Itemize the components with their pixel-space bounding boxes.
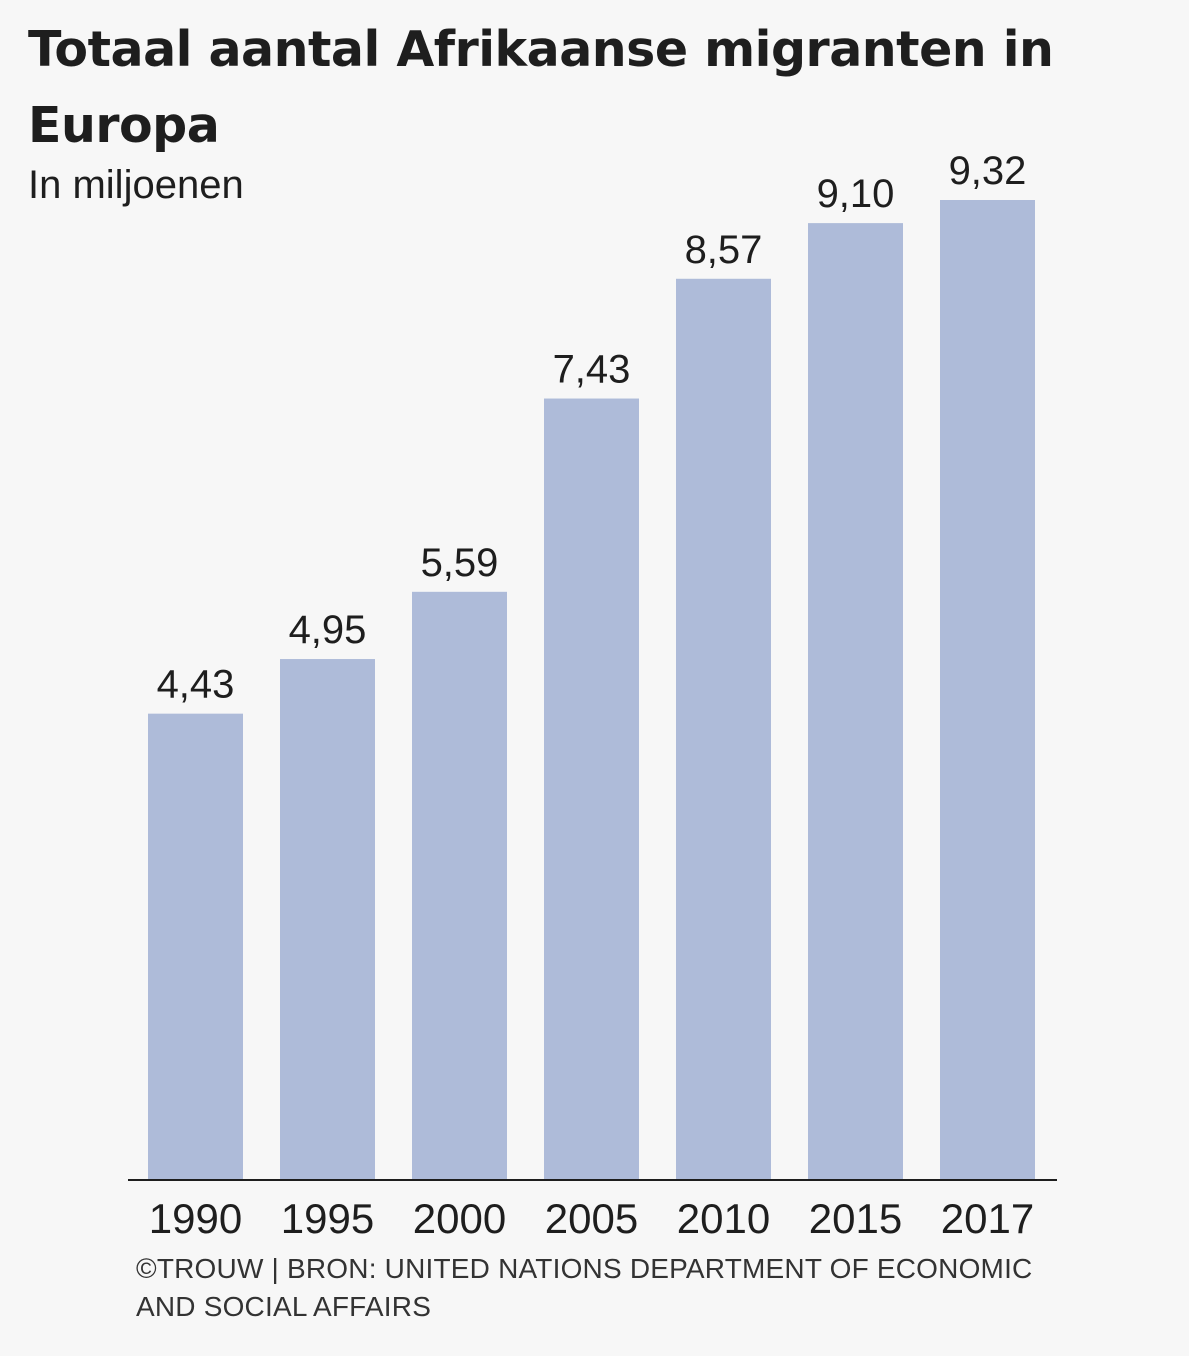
x-tick-label-2010: 2010 [677, 1195, 770, 1242]
bar-2005 [544, 398, 639, 1179]
bars-group [148, 200, 1035, 1179]
value-label-2010: 8,57 [685, 228, 763, 272]
bar-2000 [412, 591, 507, 1179]
x-tick-label-1995: 1995 [281, 1195, 374, 1242]
x-tick-label-2015: 2015 [809, 1195, 902, 1242]
chart-subtitle: In miljoenen [28, 163, 244, 207]
bar-2015 [808, 223, 903, 1179]
value-label-1990: 4,43 [157, 663, 235, 707]
bar-1995 [280, 659, 375, 1179]
value-label-2015: 9,10 [817, 172, 895, 216]
value-label-2000: 5,59 [421, 541, 499, 585]
x-tick-label-1990: 1990 [149, 1195, 242, 1242]
x-tick-label-2017: 2017 [941, 1195, 1034, 1242]
x-tick-label-2000: 2000 [413, 1195, 506, 1242]
x-tick-label-2005: 2005 [545, 1195, 638, 1242]
value-labels-group: 4,43 4,95 5,59 7,43 8,57 9,10 9,32 [157, 149, 1027, 707]
source-credit: ©TROUW | BRON: UNITED NATIONS DEPARTMENT… [136, 1253, 1033, 1322]
value-label-1995: 4,95 [289, 608, 367, 652]
bar-2017 [940, 200, 1035, 1179]
chart-title: Totaal aantal Afrikaanse migranten in Eu… [28, 21, 1054, 154]
value-label-2017: 9,32 [949, 149, 1027, 193]
value-label-2005: 7,43 [553, 348, 631, 392]
bar-2010 [676, 278, 771, 1179]
x-tick-labels-group: 1990 1995 2000 2005 2010 2015 2017 [149, 1195, 1034, 1242]
bar-1990 [148, 713, 243, 1179]
